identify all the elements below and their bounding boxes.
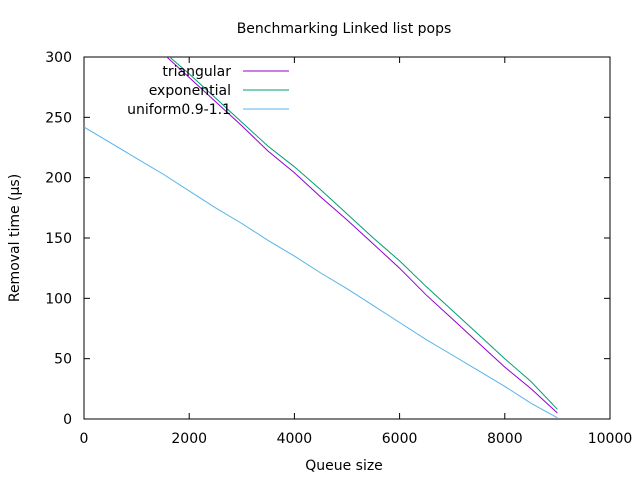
y-tick-label: 250 — [45, 110, 72, 126]
x-tick-label: 0 — [80, 431, 89, 447]
x-axis: 0 2000 4000 6000 8000 10000 — [80, 57, 633, 447]
y-axis-label: Removal time (µs) — [7, 174, 23, 302]
y-axis: 0 50 100 150 200 250 300 — [45, 50, 610, 428]
y-tick-label: 100 — [45, 291, 72, 307]
chart-title: Benchmarking Linked list pops — [237, 21, 452, 37]
y-tick-label: 300 — [45, 50, 72, 66]
x-tick-label: 8000 — [487, 431, 523, 447]
legend-label-0: triangular — [162, 64, 231, 80]
x-tick-label: 10000 — [588, 431, 633, 447]
legend-label-2: uniform0.9-1.1 — [127, 102, 231, 118]
x-tick-label: 4000 — [277, 431, 313, 447]
x-tick-label: 2000 — [171, 431, 207, 447]
y-tick-label: 50 — [54, 352, 72, 368]
y-tick-label: 0 — [63, 412, 72, 428]
series-line-1 — [168, 57, 558, 410]
legend-label-1: exponential — [149, 83, 231, 99]
legend: triangular exponential uniform0.9-1.1 — [127, 64, 289, 118]
series-line-2 — [84, 126, 558, 419]
y-tick-label: 200 — [45, 171, 72, 187]
series-line-0 — [166, 57, 558, 414]
x-axis-label: Queue size — [305, 458, 383, 474]
series-lines — [84, 57, 558, 419]
y-tick-label: 150 — [45, 231, 72, 247]
x-tick-label: 6000 — [382, 431, 418, 447]
